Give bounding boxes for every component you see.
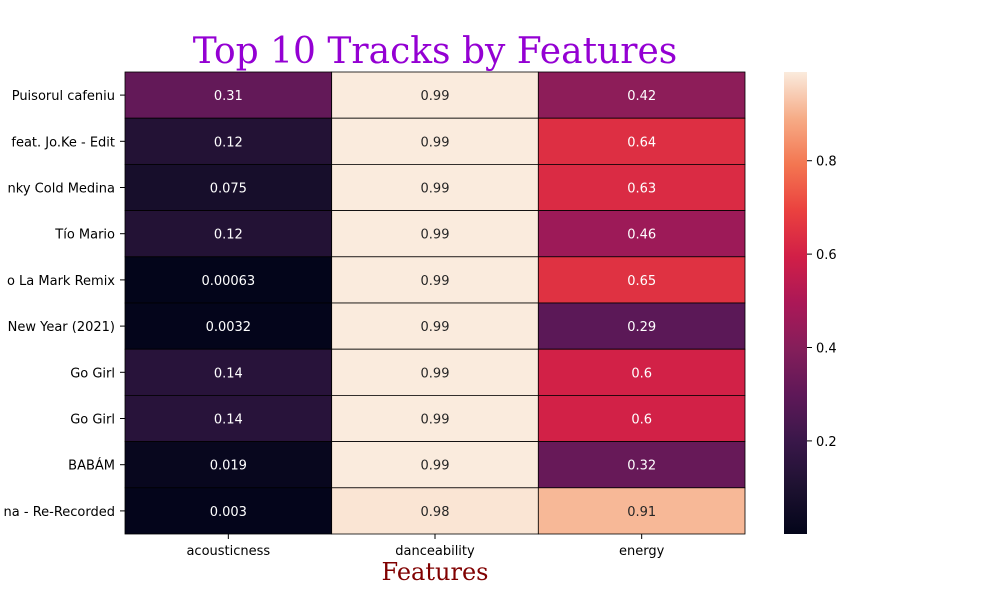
cell-value-label: 0.99 <box>421 366 450 381</box>
colorbar-tick-label: 0.2 <box>816 435 837 450</box>
heatmap-cell <box>331 163 539 211</box>
colorbar-tick-label: 0.6 <box>816 248 837 263</box>
cell-value-label: 0.32 <box>627 459 656 474</box>
x-tick-label: acousticness <box>186 544 270 559</box>
y-tick-label: na - Re-Recorded <box>4 505 115 520</box>
heatmap-cell <box>124 441 333 489</box>
cell-value-label: 0.075 <box>210 182 247 197</box>
heatmap-cell <box>124 210 333 258</box>
cell-value-label: 0.98 <box>421 505 450 520</box>
chart-title: Top 10 Tracks by Features <box>193 31 677 72</box>
heatmap-cell <box>331 117 539 165</box>
y-tick-label: feat. Jo.Ke - Edit <box>11 135 115 150</box>
heatmap-cell <box>124 394 333 442</box>
heatmap-cell <box>124 487 333 535</box>
colorbar-tick-label: 0.4 <box>816 342 837 357</box>
y-tick-label: Puisorul cafeniu <box>12 89 115 104</box>
cell-value-label: 0.99 <box>421 89 450 104</box>
cell-value-label: 0.0032 <box>206 320 252 335</box>
heatmap-cell <box>124 348 333 396</box>
cell-value-label: 0.99 <box>421 459 450 474</box>
y-tick-label: New Year (2021) <box>8 320 115 335</box>
x-tick-label: danceability <box>395 544 475 559</box>
heatmap-cell <box>331 487 539 535</box>
heatmap-cell <box>124 71 333 119</box>
cell-value-label: 0.003 <box>210 505 247 520</box>
y-tick-label: nky Cold Medina <box>8 182 115 197</box>
heatmap-cell <box>124 256 333 304</box>
heatmap-cell <box>537 117 746 165</box>
heatmap-cell <box>124 117 333 165</box>
heatmap-cell <box>331 302 539 350</box>
heatmap-cell <box>537 348 746 396</box>
cell-value-label: 0.42 <box>627 89 656 104</box>
cell-value-label: 0.99 <box>421 320 450 335</box>
cell-value-label: 0.99 <box>421 228 450 243</box>
cell-value-label: 0.019 <box>210 459 247 474</box>
heatmap-cell <box>537 487 746 535</box>
cell-value-label: 0.64 <box>627 135 656 150</box>
cell-value-label: 0.65 <box>627 274 656 289</box>
heatmap-cell <box>331 394 539 442</box>
cell-value-label: 0.31 <box>214 89 243 104</box>
cell-value-label: 0.99 <box>421 182 450 197</box>
y-tick-label: Go Girl <box>70 413 115 428</box>
y-tick-label: Go Girl <box>70 366 115 381</box>
heatmap-cell <box>537 256 746 304</box>
heatmap-cell <box>331 348 539 396</box>
cell-value-label: 0.6 <box>631 413 652 428</box>
cell-value-label: 0.99 <box>421 135 450 150</box>
y-tick-label: Tío Mario <box>54 228 115 243</box>
cell-value-label: 0.99 <box>421 413 450 428</box>
heatmap-cell <box>537 71 746 119</box>
row-labels: Puisorul cafeniu feat. Jo.Ke - Edit nky Co… <box>4 89 125 520</box>
cell-value-label: 0.14 <box>214 413 243 428</box>
cell-value-label: 0.91 <box>627 505 656 520</box>
cell-value-label: 0.14 <box>214 366 243 381</box>
cell-value-label: 0.12 <box>214 135 243 150</box>
heatmap-cell <box>537 441 746 489</box>
x-tick-label: energy <box>619 544 665 559</box>
heatmap-cell <box>331 71 539 119</box>
cell-value-label: 0.00063 <box>201 274 255 289</box>
heatmap-cell <box>537 394 746 442</box>
column-labels: acousticness danceability energy <box>186 534 665 559</box>
colorbar-tick-label: 0.8 <box>816 155 837 170</box>
cell-value-label: 0.63 <box>627 182 656 197</box>
cell-value-label: 0.99 <box>421 274 450 289</box>
y-tick-label: BABÁM <box>68 458 115 474</box>
cell-value-label: 0.12 <box>214 228 243 243</box>
x-axis-label: Features <box>382 558 489 586</box>
colorbar-gradient <box>784 72 807 534</box>
heatmap-cells: 0.31 0.99 0.42 0.12 0.99 0.64 0.075 0.99 0.63 0.1… <box>124 71 746 535</box>
y-tick-label: o La Mark Remix <box>7 274 115 289</box>
heatmap-cell <box>537 210 746 258</box>
cell-value-label: 0.29 <box>627 320 656 335</box>
cell-value-label: 0.46 <box>627 228 656 243</box>
cell-value-label: 0.6 <box>631 366 652 381</box>
colorbar: 0.2 0.4 0.6 0.8 <box>784 72 837 534</box>
heatmap-cell <box>331 256 539 304</box>
heatmap-cell <box>537 302 746 350</box>
